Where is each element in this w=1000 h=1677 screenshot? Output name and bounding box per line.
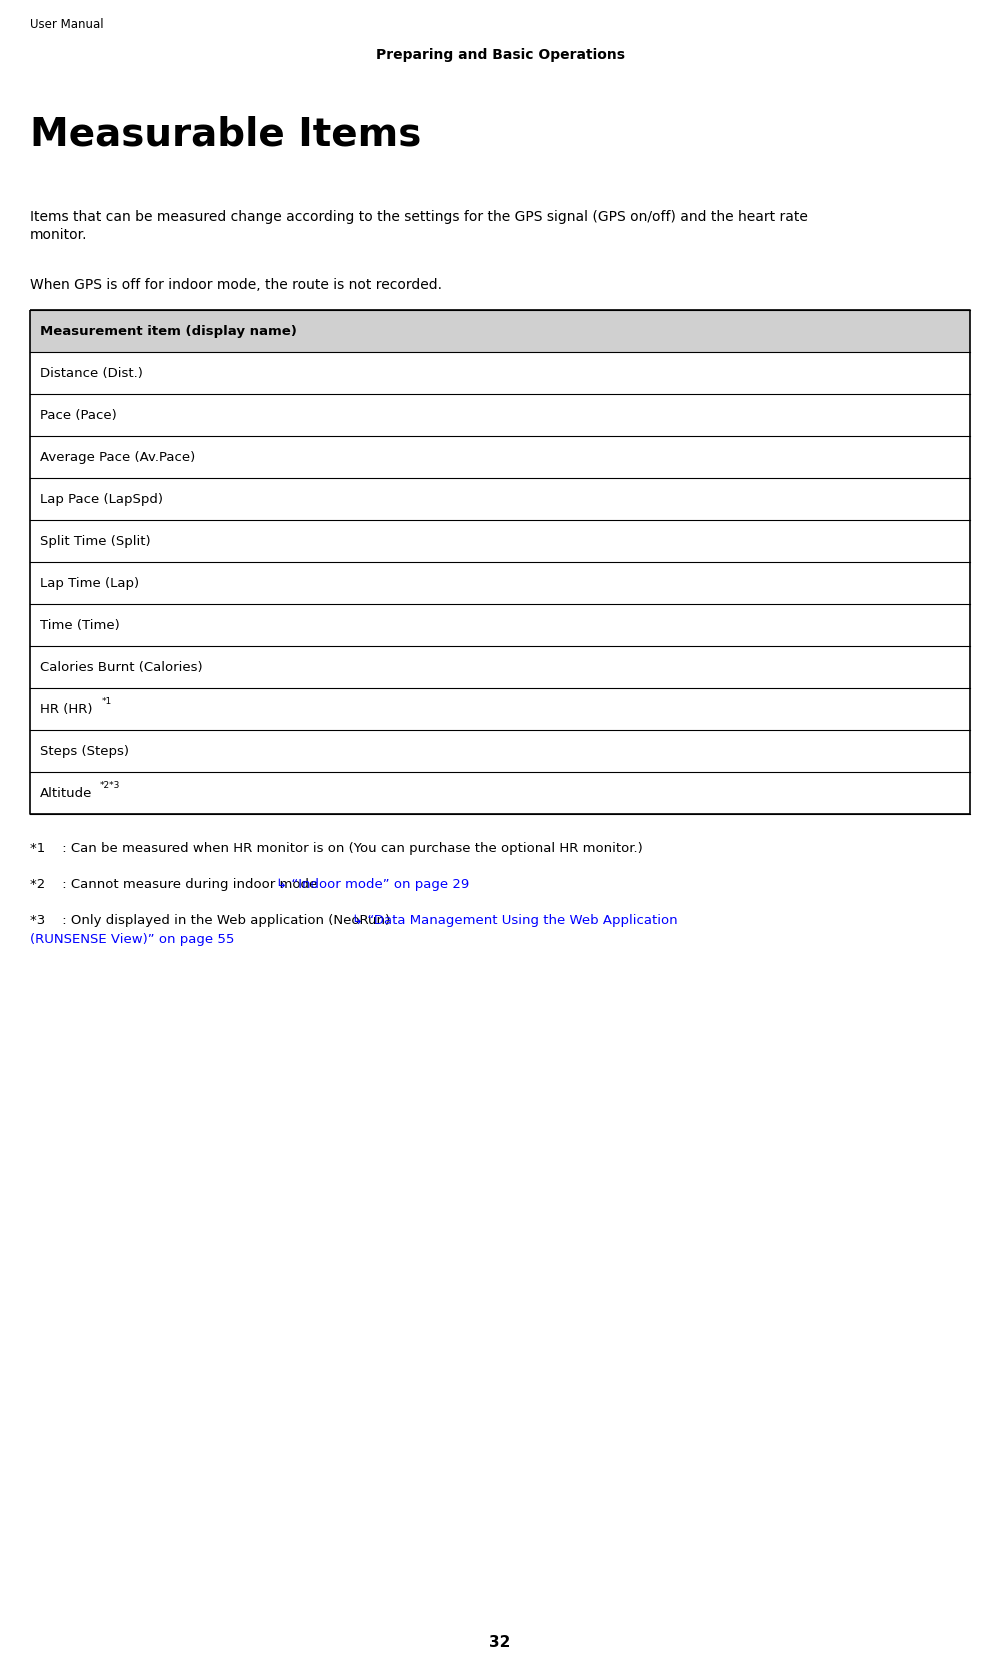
Text: Lap Pace (LapSpd): Lap Pace (LapSpd) [40,493,163,505]
Text: Steps (Steps): Steps (Steps) [40,745,129,758]
Text: *2    : Cannot measure during indoor mode: *2 : Cannot measure during indoor mode [30,879,322,890]
Text: *3    : Only displayed in the Web application (NeoRun): *3 : Only displayed in the Web applicati… [30,914,394,927]
Text: HR (HR): HR (HR) [40,703,92,716]
Text: Lap Time (Lap): Lap Time (Lap) [40,577,139,590]
Text: 32: 32 [489,1635,511,1650]
Text: *1: *1 [102,696,112,706]
Text: Measurable Items: Measurable Items [30,116,421,153]
Text: Altitude: Altitude [40,787,92,800]
Text: Calories Burnt (Calories): Calories Burnt (Calories) [40,661,203,674]
Text: Distance (Dist.): Distance (Dist.) [40,367,143,379]
Text: ↳ “Data Management Using the Web Application: ↳ “Data Management Using the Web Applica… [352,914,677,927]
Text: Items that can be measured change according to the settings for the GPS signal (: Items that can be measured change accord… [30,210,808,225]
Text: *1    : Can be measured when HR monitor is on (You can purchase the optional HR : *1 : Can be measured when HR monitor is … [30,842,643,855]
Text: (RUNSENSE View)” on page 55: (RUNSENSE View)” on page 55 [30,932,234,946]
Text: Measurement item (display name): Measurement item (display name) [40,325,297,337]
Text: Time (Time): Time (Time) [40,619,120,632]
Text: ↳ “Indoor mode” on page 29: ↳ “Indoor mode” on page 29 [276,879,469,890]
Text: *2*3: *2*3 [100,780,120,790]
Text: When GPS is off for indoor mode, the route is not recorded.: When GPS is off for indoor mode, the rou… [30,278,442,292]
Text: Split Time (Split): Split Time (Split) [40,535,151,547]
Text: Average Pace (Av.Pace): Average Pace (Av.Pace) [40,451,195,463]
Text: Pace (Pace): Pace (Pace) [40,409,117,421]
Bar [30,310,970,352]
Text: Preparing and Basic Operations: Preparing and Basic Operations [376,49,624,62]
Text: monitor.: monitor. [30,228,88,241]
Text: User Manual: User Manual [30,18,104,30]
